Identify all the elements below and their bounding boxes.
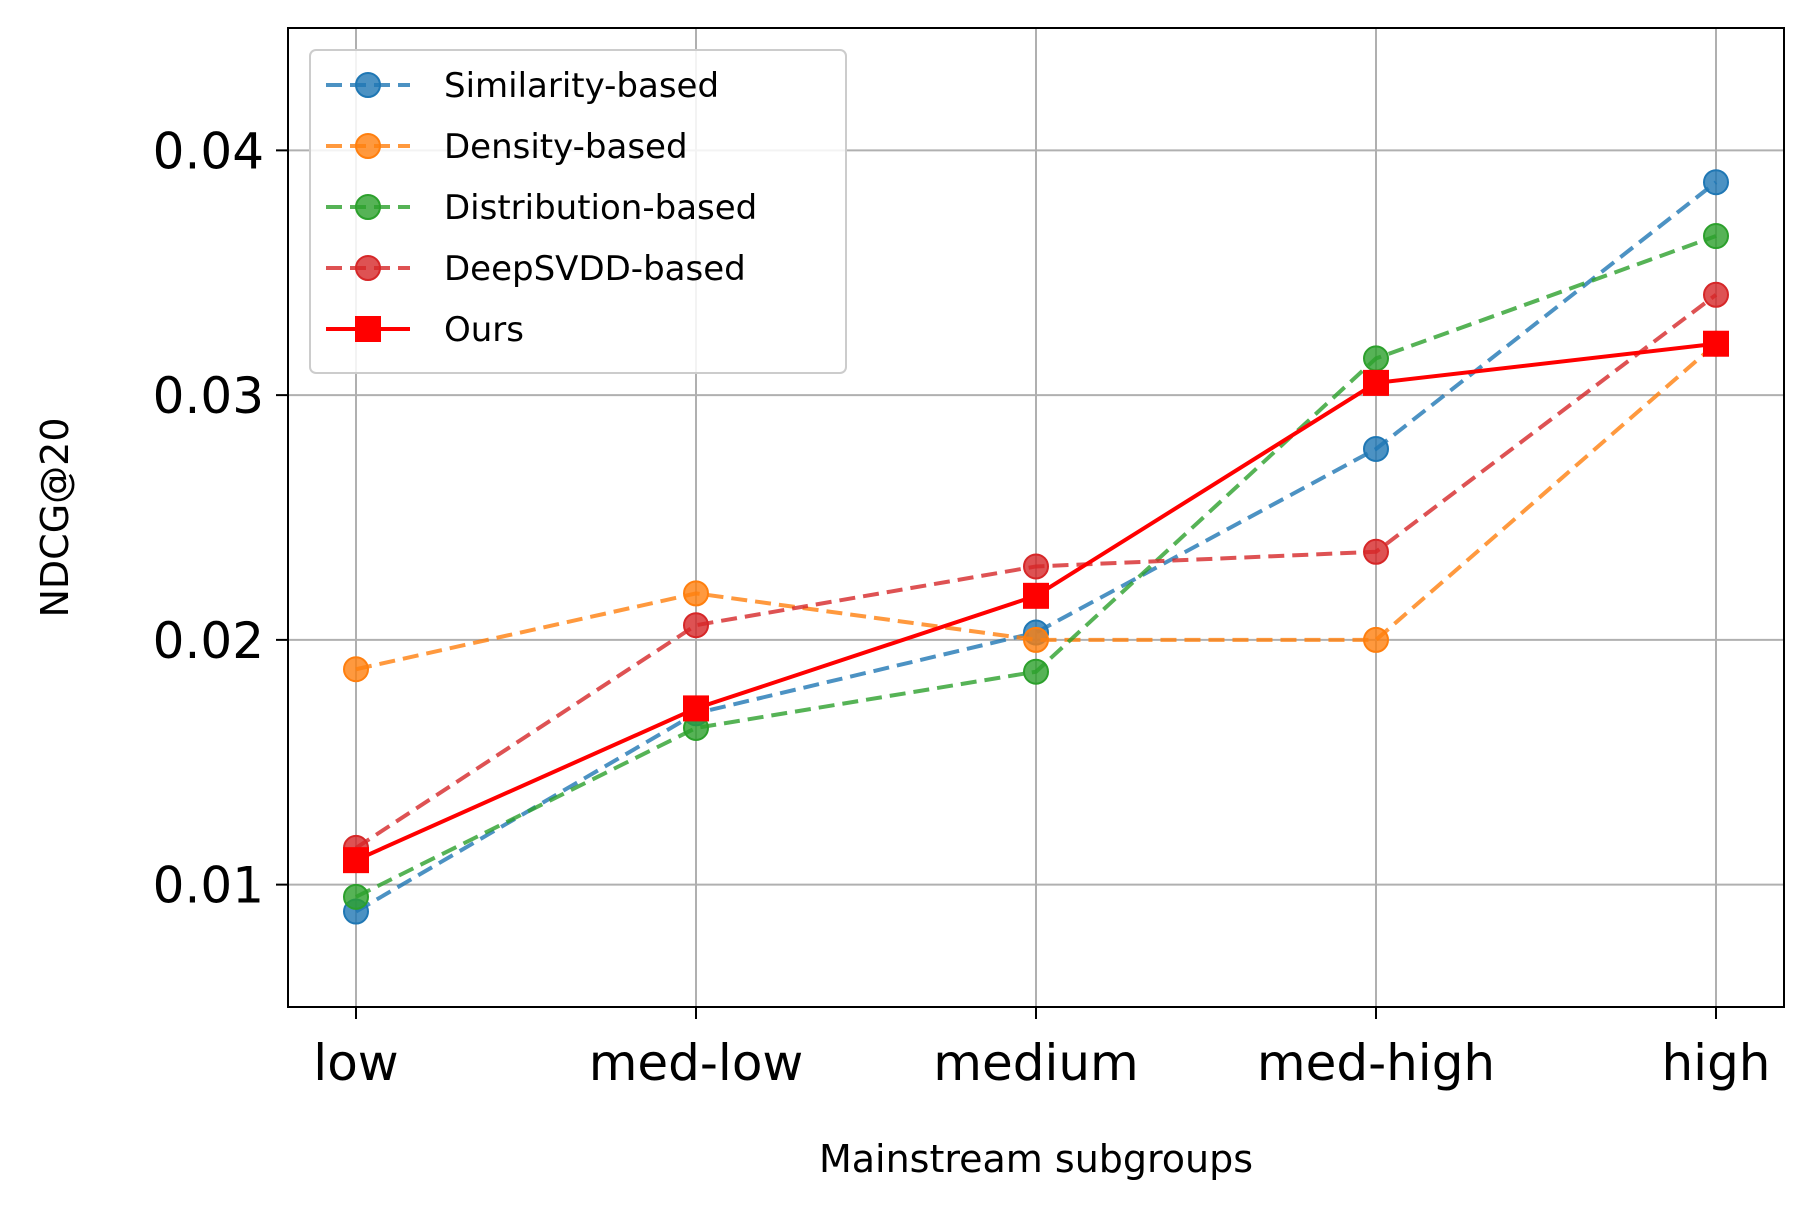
legend-marker <box>355 194 381 220</box>
legend-box <box>309 49 847 374</box>
data-point <box>683 580 709 607</box>
series-line <box>354 180 1718 914</box>
series-line <box>355 342 1718 672</box>
y-tick-label: 0.04 <box>153 122 264 180</box>
legend-item: DeepSVDD-based <box>326 249 746 289</box>
legend-item: Distribution-based <box>326 188 757 228</box>
data-point <box>1363 538 1389 565</box>
y-axis-ticks: 0.01 0.02 0.03 0.04 <box>153 122 288 915</box>
y-tick-label: 0.02 <box>153 612 264 670</box>
legend-marker <box>355 72 381 98</box>
data-point <box>1023 626 1049 653</box>
legend-item: Similarity-based <box>326 66 719 106</box>
data-point <box>1363 345 1389 372</box>
x-tick-label: med-low <box>589 1034 804 1092</box>
data-point <box>1703 169 1729 196</box>
x-tick-label: medium <box>933 1034 1139 1092</box>
legend-label: Distribution-based <box>444 188 757 228</box>
data-point <box>683 612 709 639</box>
x-axis-ticks: low med-low medium med-high high <box>313 1007 1771 1092</box>
data-point <box>343 847 369 874</box>
data-point <box>1023 553 1049 580</box>
series-layer <box>343 169 1729 925</box>
legend-marker <box>355 316 381 342</box>
legend-item: Density-based <box>326 127 688 167</box>
legend-label: Similarity-based <box>444 66 719 106</box>
y-tick-label: 0.01 <box>153 857 264 915</box>
data-point <box>1363 369 1389 396</box>
data-point <box>1023 658 1049 685</box>
series-distribution-based <box>343 223 1729 910</box>
legend-label: Density-based <box>444 127 688 167</box>
data-point <box>683 695 709 722</box>
legend-marker <box>355 255 381 281</box>
data-point <box>1363 626 1389 653</box>
data-point <box>1363 435 1389 462</box>
legend-marker <box>355 133 381 159</box>
series-ours <box>343 330 1729 874</box>
x-tick-label: high <box>1661 1034 1770 1092</box>
series-deepsvdd-based <box>343 281 1729 861</box>
data-point <box>1703 330 1729 357</box>
data-point <box>343 883 369 910</box>
x-axis-label: Mainstream subgroups <box>819 1137 1253 1181</box>
data-point <box>1703 281 1729 308</box>
data-point <box>1023 582 1049 609</box>
data-point <box>1703 223 1729 250</box>
legend-label: DeepSVDD-based <box>444 249 746 289</box>
y-axis-label: NDCG@20 <box>33 417 77 617</box>
y-tick-label: 0.03 <box>153 367 264 425</box>
x-tick-label: med-high <box>1257 1034 1495 1092</box>
data-point <box>343 656 369 683</box>
x-tick-label: low <box>313 1034 398 1092</box>
legend-item: Ours <box>326 310 524 350</box>
legend: Similarity-based Density-based Distributio… <box>309 49 847 374</box>
legend-label: Ours <box>444 310 524 350</box>
